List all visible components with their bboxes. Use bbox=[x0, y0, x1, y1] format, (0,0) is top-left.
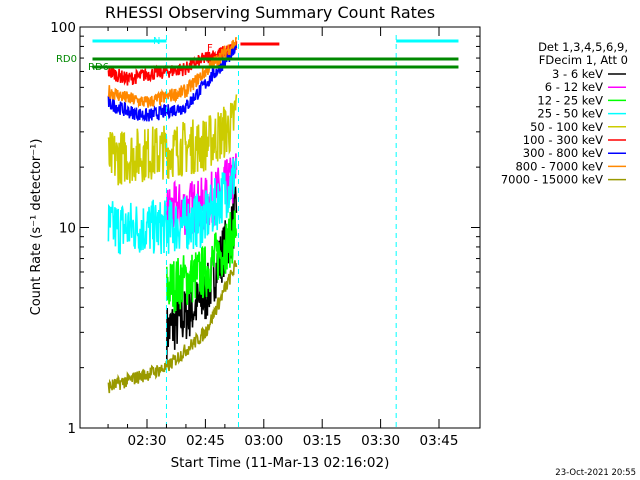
x-tick-label: 02:45 bbox=[186, 433, 225, 449]
series-line bbox=[107, 41, 238, 86]
series-line bbox=[107, 94, 238, 186]
axes-layer: 02:30 02:45 03:00 03:15 03:30 03:45 1 10 100 bbox=[50, 20, 480, 449]
series-line bbox=[166, 153, 238, 235]
y-tick-label: 100 bbox=[50, 20, 76, 36]
x-tick-label: 02:30 bbox=[128, 433, 167, 449]
series-line bbox=[107, 43, 238, 122]
legend-entry-label: 300 - 800 keV bbox=[523, 146, 603, 160]
legend-entry-label: 50 - 100 keV bbox=[530, 120, 603, 134]
legend-header: Det 1,3,4,5,6,9, bbox=[538, 40, 628, 54]
legend-entry-label: 3 - 6 keV bbox=[552, 67, 603, 81]
legend-entry-label: 25 - 50 keV bbox=[537, 107, 603, 121]
generated-timestamp: 23-Oct-2021 20:55 bbox=[555, 468, 636, 478]
x-tick-label: 03:30 bbox=[361, 433, 400, 449]
series-line bbox=[107, 37, 238, 109]
legend-entry-label: 12 - 25 keV bbox=[537, 93, 603, 107]
flag-layer: N F RD0 RD6 bbox=[56, 36, 459, 73]
y-axis-label: Count Rate (s⁻¹ detector⁻¹) bbox=[29, 139, 44, 316]
series-layer bbox=[107, 35, 397, 428]
series-line bbox=[107, 158, 238, 255]
series-line bbox=[107, 260, 238, 394]
y-tick-label: 1 bbox=[67, 421, 76, 437]
x-tick-label: 03:00 bbox=[244, 433, 283, 449]
chart-title: RHESSI Observing Summary Count Rates bbox=[105, 3, 435, 22]
x-tick-label: 03:15 bbox=[303, 433, 342, 449]
flag-label: F bbox=[207, 43, 213, 54]
flag-label: RD0 bbox=[56, 54, 77, 65]
plot-frame bbox=[79, 26, 481, 429]
legend-entry-label: 800 - 7000 keV bbox=[515, 159, 603, 173]
x-tick-label: 03:45 bbox=[420, 433, 459, 449]
flag-label: RD6 bbox=[88, 62, 109, 73]
legend-header: FDecim 1, Att 0 bbox=[539, 53, 628, 67]
legend-entry-label: 7000 - 15000 keV bbox=[501, 173, 603, 187]
legend-entry-label: 100 - 300 keV bbox=[523, 133, 603, 147]
legend-entry-label: 6 - 12 keV bbox=[545, 80, 603, 94]
series-line bbox=[166, 210, 238, 313]
flag-label: N bbox=[153, 36, 160, 47]
x-axis-label: Start Time (11-Mar-13 02:16:02) bbox=[171, 455, 390, 471]
legend: Det 1,3,4,5,6,9,FDecim 1, Att 03 - 6 keV… bbox=[501, 40, 628, 187]
y-tick-label: 10 bbox=[59, 221, 76, 237]
